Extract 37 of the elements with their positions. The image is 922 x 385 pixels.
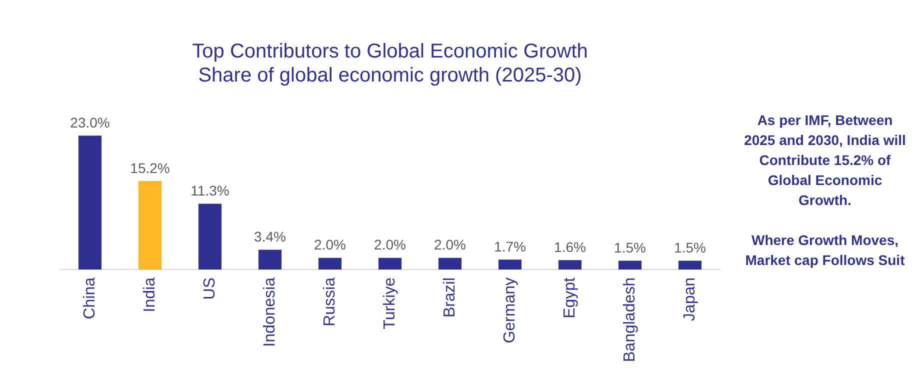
data-label: 2.0% <box>314 236 346 253</box>
x-tick-label: Turkiye <box>381 277 398 330</box>
bar <box>438 258 462 270</box>
bar <box>318 258 342 270</box>
text: As per IMF, Between 2025 and 2030, India will Contribute 15.2% of Global Economic Growth. <box>743 111 907 210</box>
data-label: 2.0% <box>434 236 466 253</box>
chart-subtitle: Share of global economic growth (2025-30) <box>198 64 582 87</box>
chart-title: Top Contributors to Global Economic Growth <box>192 40 588 63</box>
data-label: 11.3% <box>190 182 230 199</box>
data-label: 1.7% <box>494 238 526 254</box>
x-tick-label: Indonesia <box>261 277 278 347</box>
text: Where Growth Moves, Market cap Follows Suit <box>744 231 906 270</box>
bar <box>558 260 582 270</box>
x-tick-label: China <box>81 277 98 320</box>
bar <box>78 136 102 270</box>
bar <box>618 260 642 270</box>
bar <box>258 250 282 270</box>
x-tick-label: India <box>141 277 158 312</box>
bar <box>198 204 222 270</box>
x-tick-label: Bangladesh <box>621 277 638 362</box>
x-tick-label: Russia <box>321 277 338 326</box>
x-tick-label: Japan <box>681 277 698 322</box>
data-label: 3.4% <box>254 228 286 245</box>
bar <box>378 258 402 270</box>
x-tick-label: Germany <box>501 277 518 344</box>
data-label: 1.5% <box>674 240 706 256</box>
data-label: 1.5% <box>614 240 646 256</box>
data-label: 23.0% <box>70 114 110 130</box>
data-label: 2.0% <box>374 236 406 253</box>
data-label: 15.2% <box>130 160 170 176</box>
x-tick-label: Egypt <box>561 276 578 318</box>
data-label: 1.6% <box>554 239 586 256</box>
x-tick-label: US <box>201 277 218 300</box>
x-tick-label: Brazil <box>441 277 458 318</box>
bar <box>138 181 162 270</box>
bar <box>678 260 702 270</box>
bar <box>498 260 522 270</box>
